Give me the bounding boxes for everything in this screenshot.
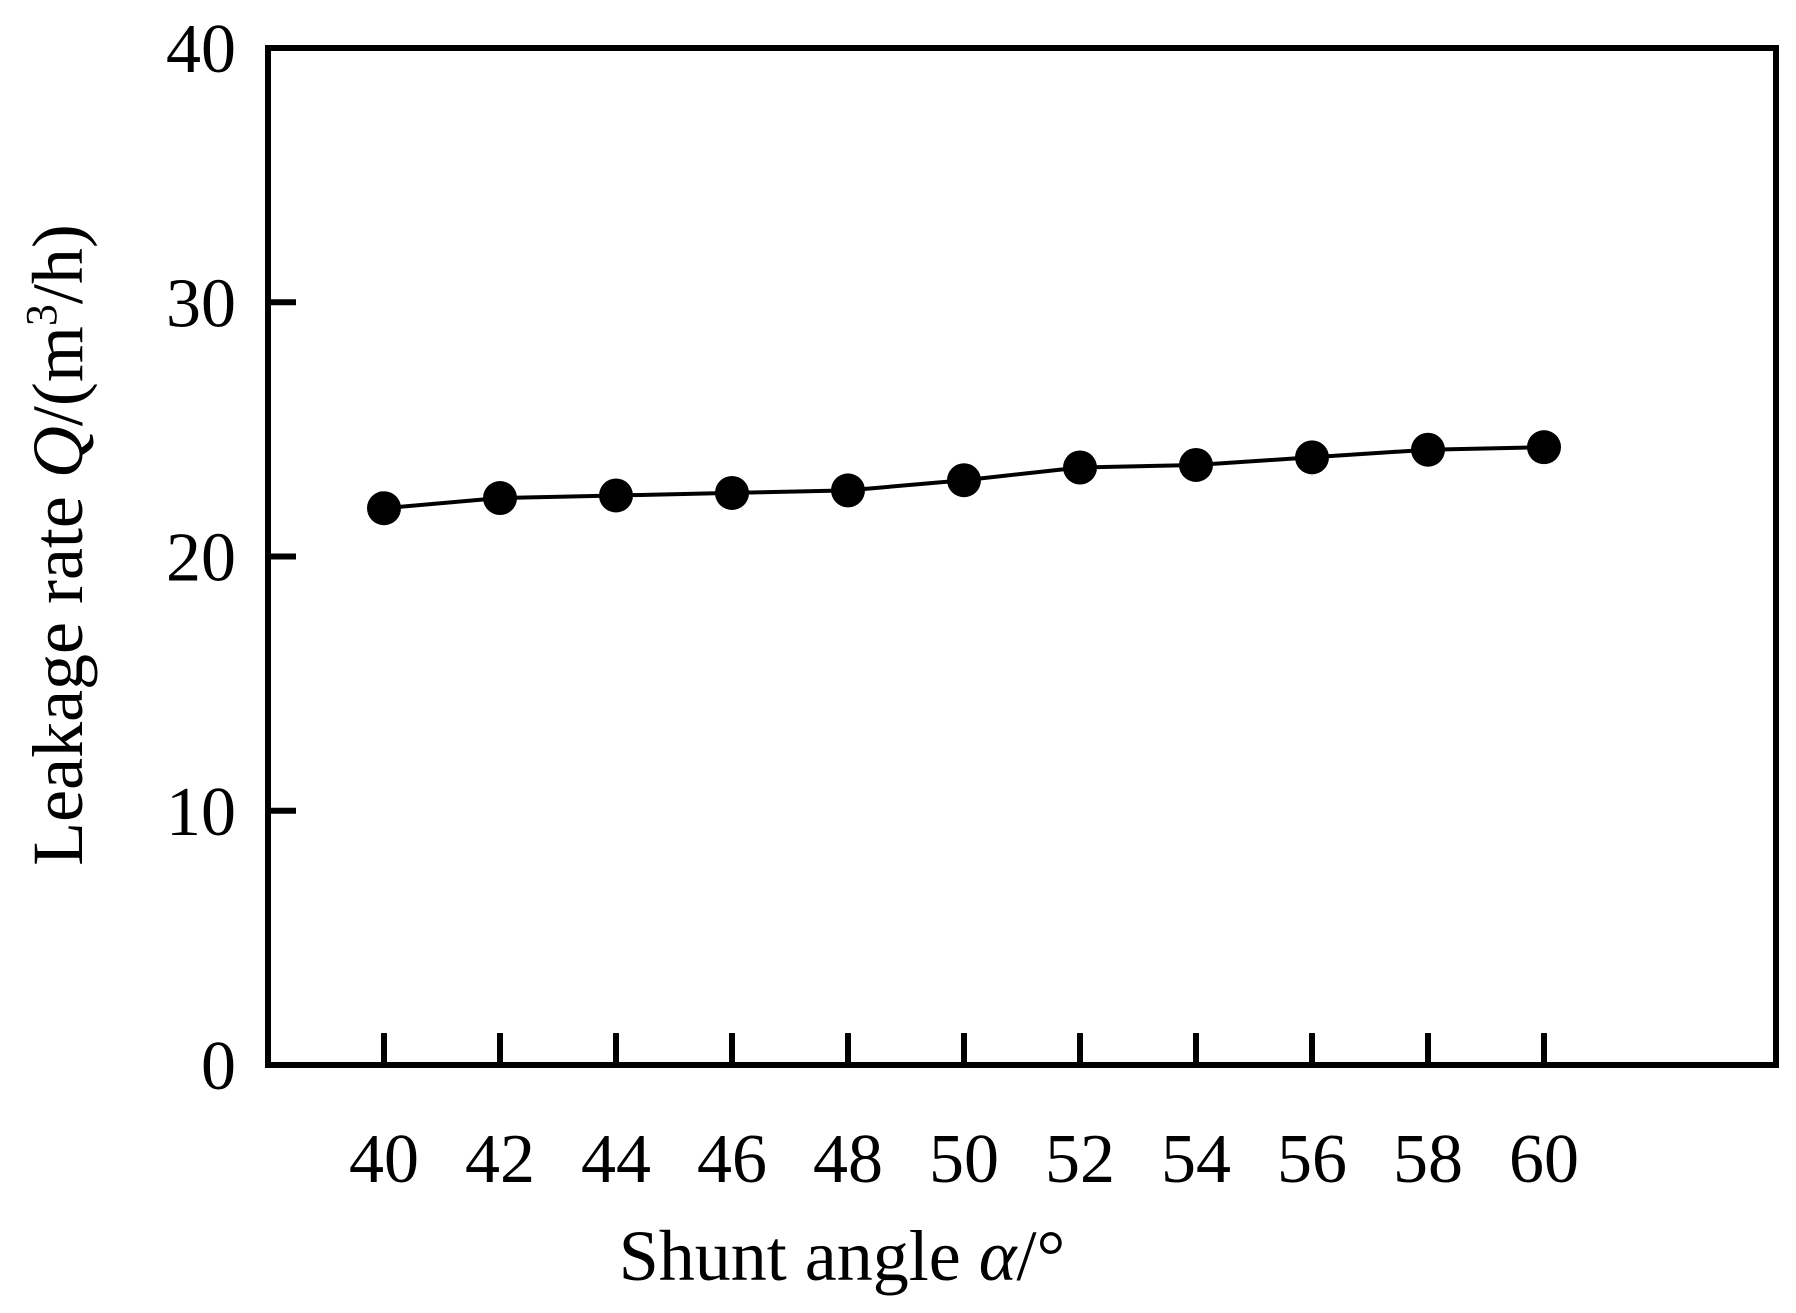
x-tick-label: 60 [1509, 1121, 1579, 1198]
data-point [599, 478, 633, 513]
x-tick-label: 54 [1161, 1121, 1231, 1198]
y-axis-title-text: Leakage rate [18, 478, 98, 866]
data-point [831, 473, 865, 508]
x-axis-title: Shunt angle α/° [619, 1216, 1066, 1296]
series-markers [367, 430, 1561, 526]
data-point [483, 481, 517, 516]
data-point [715, 475, 749, 510]
data-point [1295, 440, 1329, 475]
x-tick-label: 58 [1393, 1121, 1463, 1198]
x-tick-label: 40 [349, 1121, 419, 1198]
data-point [947, 463, 981, 498]
plot-frame [265, 45, 1779, 1068]
x-tick-label: 56 [1277, 1121, 1347, 1198]
y-tick-label: 0 [201, 1028, 236, 1105]
y-tick-label: 30 [166, 265, 236, 342]
x-tick-label: 42 [465, 1121, 535, 1198]
y-axis-title-unit-sup: 3 [17, 304, 66, 326]
y-axis-title: Leakage rate Q/(m3/h) [17, 224, 98, 866]
y-axis-title-unit-pre: /(m [18, 326, 98, 426]
x-axis-title-variable: α [979, 1216, 1018, 1296]
data-point [1063, 450, 1097, 485]
y-tick-label: 20 [166, 520, 236, 597]
x-axis-title-text: Shunt angle [619, 1216, 979, 1296]
x-axis-title-unit: /° [1016, 1216, 1065, 1296]
x-axis-ticks: 40 42 44 46 48 50 52 54 56 58 60 [349, 1033, 1579, 1198]
y-axis-ticks: 0 10 20 30 40 [166, 11, 296, 1105]
x-tick-label: 48 [813, 1121, 883, 1198]
y-axis-title-unit-post: /h) [18, 224, 98, 304]
y-tick-label: 10 [166, 774, 236, 851]
x-tick-label: 50 [929, 1121, 999, 1198]
x-tick-label: 52 [1045, 1121, 1115, 1198]
y-axis-title-variable: Q [18, 426, 98, 478]
y-tick-label: 40 [166, 11, 236, 88]
data-point [367, 491, 401, 526]
data-point [1411, 432, 1445, 467]
data-point [1527, 430, 1561, 465]
x-tick-label: 44 [581, 1121, 651, 1198]
data-point [1179, 447, 1213, 482]
x-tick-label: 46 [697, 1121, 767, 1198]
